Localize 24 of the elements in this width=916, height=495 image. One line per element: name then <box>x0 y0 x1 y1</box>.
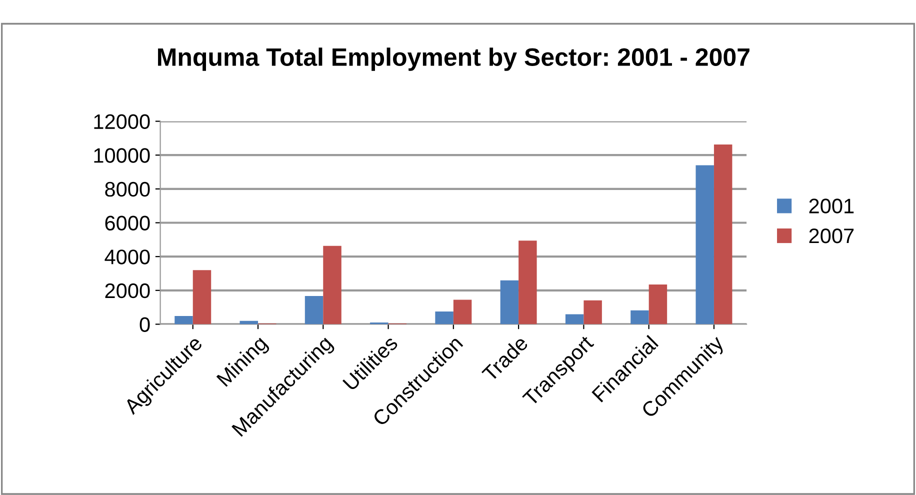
bar <box>304 296 324 324</box>
y-tick-label: 6000 <box>105 216 150 231</box>
bar <box>323 246 342 324</box>
chart-title: Mnquma Total Employment by Sector: 2001 - 2007 <box>158 48 750 71</box>
legend-label: 2001 <box>809 198 854 214</box>
y-tick-label: 0 <box>140 317 150 332</box>
bar <box>714 144 732 324</box>
y-tick-label: 4000 <box>104 250 150 264</box>
bar <box>435 312 454 324</box>
bar <box>518 240 537 324</box>
bar <box>174 316 193 324</box>
legend-label: 2007 <box>809 228 854 244</box>
bar <box>630 310 649 324</box>
bar <box>565 314 584 324</box>
bar <box>696 165 714 324</box>
y-tick-label: 12000 <box>94 114 150 130</box>
bar <box>584 300 602 324</box>
y-tick-label: 10000 <box>94 148 150 163</box>
bar <box>453 300 472 324</box>
y-tick-label: 2000 <box>105 283 150 298</box>
bar <box>648 284 668 324</box>
y-tick-label: 8000 <box>105 182 150 197</box>
bar <box>192 270 212 324</box>
bar <box>500 280 519 324</box>
